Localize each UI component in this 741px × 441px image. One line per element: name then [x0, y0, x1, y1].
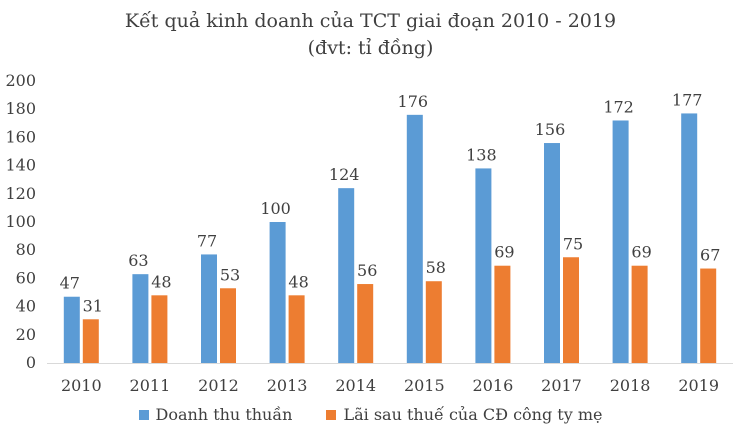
y-tick-label: 100: [5, 212, 36, 231]
legend-label-profit: Lãi sau thuế của CĐ công ty mẹ: [343, 405, 603, 424]
bars: [63, 113, 717, 364]
bar-revenue: [132, 274, 149, 363]
bar-profit: [494, 265, 511, 363]
data-label-profit: 69: [494, 243, 514, 262]
chart-subtitle: (đvt: tỉ đồng): [307, 37, 434, 59]
data-label-profit: 69: [631, 243, 651, 262]
legend-item-profit: Lãi sau thuế của CĐ công ty mẹ: [326, 405, 603, 424]
legend-label-revenue: Doanh thu thuần: [155, 405, 293, 424]
legend-swatch-profit: [326, 409, 337, 420]
data-label-profit: 58: [426, 258, 446, 277]
data-label-revenue: 63: [128, 251, 148, 270]
chart-title-block: Kết quả kinh doanh của TCT giai đoạn 201…: [0, 8, 741, 62]
x-tick-label: 2018: [610, 376, 651, 395]
x-tick-label: 2012: [198, 376, 239, 395]
legend: Doanh thu thuần Lãi sau thuế của CĐ công…: [0, 405, 741, 424]
y-tick-label: 200: [5, 71, 36, 90]
x-tick-label: 2015: [404, 376, 445, 395]
x-tick-label: 2011: [130, 376, 171, 395]
bar-revenue: [406, 114, 423, 363]
data-label-revenue: 156: [535, 120, 566, 139]
y-axis: 0 20 40 60 80 100 120 140 160 180 200: [5, 71, 36, 372]
y-tick-label: 140: [5, 156, 36, 175]
data-label-revenue: 177: [672, 90, 703, 109]
data-label-profit: 31: [83, 296, 103, 315]
y-tick-label: 120: [5, 184, 36, 203]
bar-profit: [82, 319, 99, 363]
chart-title: Kết quả kinh doanh của TCT giai đoạn 201…: [124, 10, 617, 32]
x-tick-label: 2016: [473, 376, 514, 395]
x-tick-label: 2010: [61, 376, 102, 395]
data-labels: 4731634877531004812456176581386915675172…: [60, 90, 721, 315]
bar-profit: [631, 265, 648, 363]
x-tick-label: 2019: [678, 376, 719, 395]
bar-profit: [151, 295, 168, 363]
y-tick-label: 40: [16, 297, 36, 316]
x-tick-label: 2017: [541, 376, 582, 395]
data-label-profit: 56: [357, 261, 377, 280]
data-label-profit: 48: [151, 272, 171, 291]
y-tick-label: 160: [5, 127, 36, 146]
data-label-revenue: 172: [603, 97, 634, 116]
data-label-revenue: 77: [197, 231, 217, 250]
x-tick-label: 2013: [267, 376, 308, 395]
bar-revenue: [612, 120, 629, 363]
data-label-profit: 67: [700, 246, 720, 265]
y-tick-label: 20: [16, 325, 36, 344]
legend-swatch-revenue: [138, 409, 149, 420]
bar-revenue: [269, 222, 286, 363]
data-label-revenue: 138: [466, 145, 497, 164]
y-tick-label: 0: [26, 353, 36, 372]
data-label-revenue: 176: [398, 92, 429, 111]
legend-item-revenue: Doanh thu thuần: [138, 405, 293, 424]
bar-profit: [563, 257, 579, 363]
bar-revenue: [63, 296, 80, 363]
bar-profit: [288, 295, 305, 363]
data-label-profit: 48: [288, 272, 308, 291]
bar-revenue: [544, 143, 560, 363]
bar-profit: [357, 284, 374, 363]
bar-revenue: [338, 188, 355, 363]
bar-revenue: [201, 254, 217, 363]
data-label-profit: 53: [220, 265, 240, 284]
bar-profit: [700, 268, 717, 363]
y-tick-label: 180: [5, 99, 36, 118]
bar-revenue: [681, 113, 698, 364]
y-tick-label: 80: [16, 240, 36, 259]
y-tick-label: 60: [16, 268, 36, 287]
data-label-revenue: 100: [260, 199, 291, 218]
bar-profit: [220, 288, 236, 363]
data-label-profit: 75: [563, 234, 583, 253]
data-label-revenue: 47: [60, 274, 80, 293]
data-label-revenue: 124: [329, 165, 360, 184]
bar-profit: [425, 281, 442, 363]
x-tick-label: 2014: [335, 376, 376, 395]
bar-revenue: [475, 168, 492, 363]
x-axis: 2010 2011 2012 2013 2014 2015 2016 2017 2018 2019: [47, 363, 733, 395]
